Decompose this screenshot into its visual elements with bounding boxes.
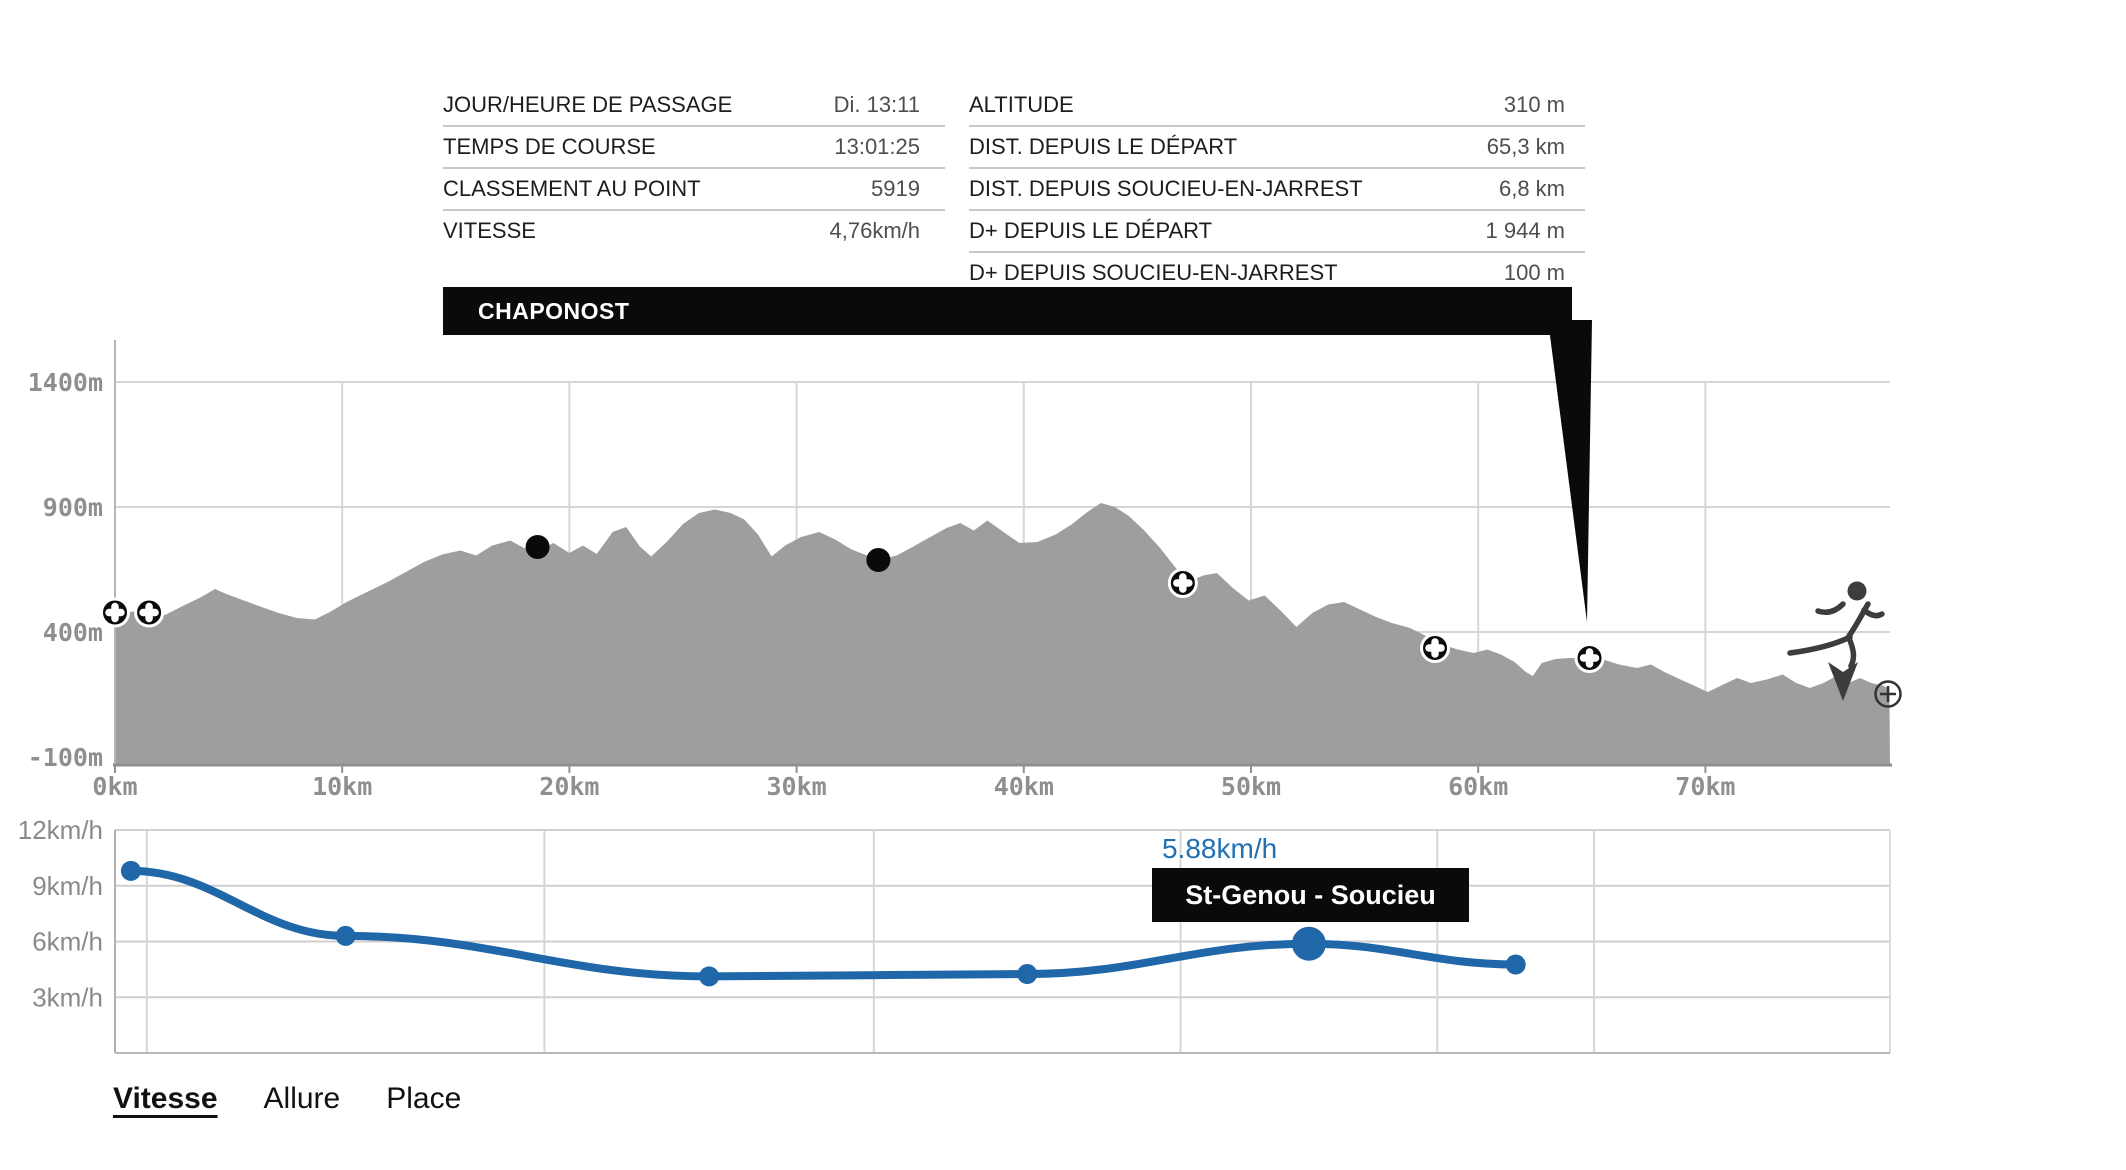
row-label: DIST. DEPUIS SOUCIEU-EN-JARREST (969, 176, 1363, 201)
svg-text:20km: 20km (539, 772, 599, 801)
svg-text:50km: 50km (1221, 772, 1281, 801)
row-label: JOUR/HEURE DE PASSAGE (443, 92, 733, 117)
speed-point[interactable] (335, 925, 356, 946)
speed-point[interactable] (120, 860, 141, 881)
speed-point[interactable] (1017, 964, 1038, 985)
row-label: TEMPS DE COURSE (443, 134, 656, 159)
tab-vitesse[interactable]: Vitesse (113, 1082, 218, 1115)
svg-text:10km: 10km (312, 772, 372, 801)
row-value: 1 944 m (1485, 218, 1566, 243)
table-row: D+ DEPUIS SOUCIEU-EN-JARREST 100 m (969, 251, 1585, 293)
svg-text:3km/h: 3km/h (32, 982, 103, 1012)
svg-text:70km: 70km (1675, 772, 1735, 801)
svg-text:12km/h: 12km/h (18, 815, 103, 845)
row-value: Di. 13:11 (833, 92, 920, 117)
svg-text:6km/h: 6km/h (32, 927, 103, 957)
svg-text:9km/h: 9km/h (32, 871, 103, 901)
svg-text:30km: 30km (766, 772, 826, 801)
svg-text:40km: 40km (994, 772, 1054, 801)
row-value: 13:01:25 (834, 134, 920, 159)
elevation-area (115, 503, 1890, 765)
segment-tooltip: St-Genou - Soucieu (1152, 868, 1469, 922)
position-arrow-icon (1828, 662, 1858, 701)
runner-icon[interactable] (1787, 581, 1885, 669)
row-label: ALTITUDE (969, 92, 1074, 117)
elevation-axes (113, 340, 1892, 773)
checkpoint-cross-icon[interactable] (134, 597, 165, 628)
table-row: DIST. DEPUIS SOUCIEU-EN-JARREST 6,8 km (969, 167, 1585, 209)
checkpoint-cross-icon[interactable] (1420, 633, 1451, 663)
speed-point-highlighted[interactable] (1291, 926, 1326, 961)
callout-pointer (1548, 320, 1592, 622)
waypoint-dot-icon[interactable] (525, 535, 550, 559)
table-row: DIST. DEPUIS LE DÉPART 65,3 km (969, 125, 1585, 167)
table-row: D+ DEPUIS LE DÉPART 1 944 m (969, 209, 1585, 251)
row-label: D+ DEPUIS LE DÉPART (969, 218, 1213, 243)
row-value: 4,76km/h (829, 218, 921, 243)
speed-point[interactable] (699, 966, 720, 987)
segment-tooltip-label: St-Genou - Soucieu (1185, 880, 1436, 910)
metric-tabs: Vitesse Allure Place (113, 1082, 461, 1116)
row-label: VITESSE (443, 218, 536, 243)
table-row: CLASSEMENT AU POINT 5919 (443, 167, 945, 209)
table-row: TEMPS DE COURSE 13:01:25 (443, 125, 945, 167)
svg-text:-100m: -100m (28, 743, 103, 772)
elevation-checkpoint-markers (100, 535, 1605, 673)
row-value: 310 m (1503, 92, 1565, 117)
speed-point[interactable] (1505, 954, 1526, 975)
svg-text:900m: 900m (43, 493, 103, 522)
table-row: VITESSE 4,76km/h (443, 209, 945, 251)
svg-text:1400m: 1400m (28, 368, 103, 397)
waypoint-dot-icon[interactable] (866, 548, 891, 572)
table-row: JOUR/HEURE DE PASSAGE Di. 13:11 (443, 85, 945, 125)
table-row: ALTITUDE 310 m (969, 85, 1585, 125)
row-label: CLASSEMENT AU POINT (443, 176, 701, 201)
tab-allure[interactable]: Allure (263, 1082, 341, 1115)
distance-stats-table: ALTITUDE 310 m DIST. DEPUIS LE DÉPART 65,3 … (969, 85, 1585, 293)
row-value: 100 m (1503, 260, 1565, 285)
speed-line-series (120, 860, 1526, 987)
tab-place[interactable]: Place (386, 1082, 462, 1115)
row-value: 5919 (871, 176, 920, 201)
svg-text:0km: 0km (92, 772, 137, 801)
checkpoint-callout-label: CHAPONOST (478, 298, 630, 324)
row-label: DIST. DEPUIS LE DÉPART (969, 134, 1238, 159)
checkpoint-cross-icon[interactable] (1574, 643, 1605, 673)
svg-text:400m: 400m (43, 618, 103, 647)
passage-stats-table: JOUR/HEURE DE PASSAGE Di. 13:11 TEMPS DE C… (443, 85, 945, 251)
checkpoint-callout: CHAPONOST (443, 287, 1572, 335)
speed-gridlines (114, 829, 1891, 1054)
speed-axis-labels: 12km/h 9km/h 6km/h 3km/h (18, 815, 103, 1012)
row-value: 65,3 km (1486, 134, 1565, 159)
checkpoint-cross-icon[interactable] (100, 597, 130, 628)
checkpoint-cross-icon[interactable] (1167, 568, 1198, 598)
elevation-axis-labels: 0km 10km 20km 30km 40km 50km 60km 70km 1400m 900m… (28, 368, 1736, 801)
zoom-in-icon[interactable] (1874, 680, 1902, 708)
svg-text:60km: 60km (1448, 772, 1508, 801)
row-label: D+ DEPUIS SOUCIEU-EN-JARREST (969, 260, 1338, 285)
speed-value-label: 5.88km/h (1162, 833, 1278, 864)
row-value: 6,8 km (1498, 176, 1565, 201)
